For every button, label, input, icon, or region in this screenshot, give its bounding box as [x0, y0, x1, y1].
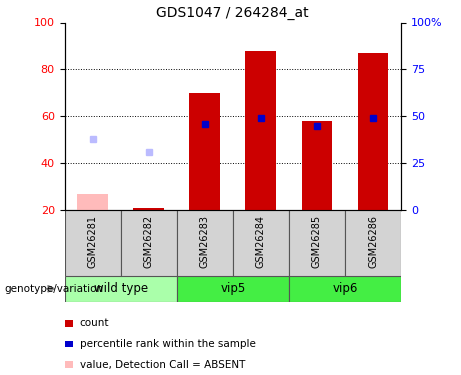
Bar	[289, 276, 401, 302]
Text: wild type: wild type	[94, 282, 148, 295]
Bar	[177, 210, 233, 276]
Bar	[289, 210, 345, 276]
Text: vip5: vip5	[220, 282, 245, 295]
Bar	[133, 208, 164, 210]
Text: percentile rank within the sample: percentile rank within the sample	[80, 339, 256, 349]
Text: GSM26285: GSM26285	[312, 215, 322, 268]
Bar	[358, 53, 389, 210]
Text: value, Detection Call = ABSENT: value, Detection Call = ABSENT	[80, 360, 245, 370]
Bar	[245, 51, 276, 210]
Text: count: count	[80, 318, 109, 328]
Bar	[233, 210, 289, 276]
Bar	[65, 210, 121, 276]
Text: GSM26283: GSM26283	[200, 215, 210, 268]
Text: GSM26281: GSM26281	[88, 215, 98, 268]
Bar	[121, 210, 177, 276]
Text: GSM26286: GSM26286	[368, 215, 378, 268]
Bar	[65, 276, 177, 302]
Bar	[301, 121, 332, 210]
Text: GSM26282: GSM26282	[144, 215, 154, 268]
Text: genotype/variation: genotype/variation	[5, 284, 104, 294]
Bar	[345, 210, 401, 276]
Bar	[177, 276, 289, 302]
Title: GDS1047 / 264284_at: GDS1047 / 264284_at	[156, 6, 309, 20]
Text: vip6: vip6	[332, 282, 358, 295]
Text: GSM26284: GSM26284	[256, 215, 266, 268]
Bar	[77, 194, 108, 210]
Bar	[189, 93, 220, 210]
